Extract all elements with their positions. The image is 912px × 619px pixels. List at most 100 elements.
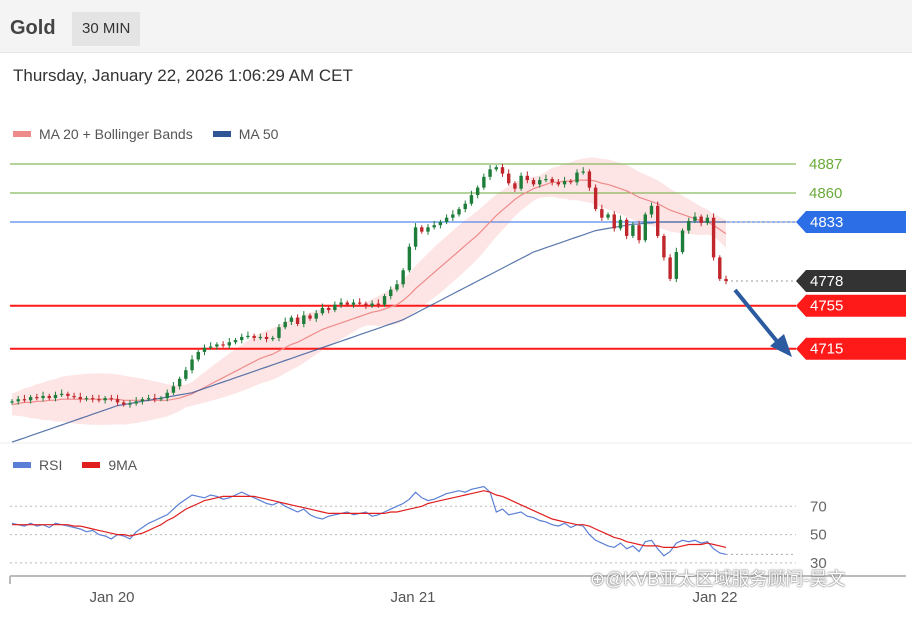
level-tag-4833 <box>796 210 906 233</box>
candle-body <box>376 303 381 305</box>
candle-body <box>438 221 443 226</box>
candle <box>10 399 14 405</box>
candle <box>59 389 64 398</box>
rsi-tick-70: 70 <box>810 498 827 515</box>
candle-body <box>196 351 200 360</box>
candle-body <box>165 392 169 399</box>
candle <box>711 213 716 261</box>
candle-body <box>109 398 114 400</box>
candle-body <box>475 187 480 196</box>
ma20-line <box>11 179 727 406</box>
candle <box>451 210 455 221</box>
candle-body <box>562 181 567 185</box>
candle <box>91 394 95 403</box>
candle <box>426 224 430 235</box>
forecast-arrow-shaft <box>733 288 782 347</box>
rsi-tick-30: 30 <box>810 555 827 572</box>
candle <box>643 212 647 243</box>
candle <box>264 332 269 343</box>
candle-body <box>264 336 269 340</box>
candle <box>351 299 356 308</box>
candle-body <box>575 172 579 183</box>
ma50-swatch <box>212 131 231 137</box>
candle <box>196 349 200 362</box>
chart-datetime: Thursday, January 22, 2026 1:06:29 AM CE… <box>13 66 353 85</box>
candle-body <box>624 219 629 236</box>
candle-body <box>227 342 232 346</box>
timeframe-button[interactable]: 30 MIN <box>72 12 141 46</box>
candle <box>184 366 188 381</box>
x-tick-label: Jan 21 <box>390 589 435 606</box>
candle-body <box>538 180 542 185</box>
candle <box>326 305 331 314</box>
candle-body <box>302 315 306 324</box>
candle <box>469 190 474 206</box>
candle <box>314 310 318 322</box>
candle-body <box>326 307 331 311</box>
candle-body <box>153 398 157 400</box>
candle <box>84 395 89 402</box>
candle <box>28 394 33 404</box>
candle-body <box>333 304 337 311</box>
rsi-swatch <box>13 462 31 468</box>
candle <box>345 300 349 307</box>
candle <box>587 169 592 191</box>
candle-body <box>600 209 604 218</box>
candle <box>357 298 362 306</box>
candle-body <box>140 399 145 402</box>
candle-body <box>705 217 710 224</box>
candle-body <box>444 217 449 222</box>
candle <box>699 214 703 227</box>
candle <box>649 202 654 218</box>
candle <box>221 341 225 348</box>
candle-body <box>59 393 64 396</box>
candle-body <box>240 336 244 341</box>
candle <box>407 243 412 273</box>
candle-body <box>177 378 182 387</box>
candle <box>122 400 126 407</box>
candle-body <box>587 171 592 188</box>
rsi-series-rsi <box>11 485 727 557</box>
candle <box>165 389 169 402</box>
level-label-4778: 4778 <box>810 273 843 290</box>
candle <box>140 397 145 405</box>
candle <box>457 206 461 217</box>
candle <box>295 314 300 327</box>
candle-body <box>531 180 536 185</box>
candle-body <box>314 313 318 319</box>
candle <box>271 335 275 342</box>
main-legend: MA 20 + Bollinger Bands MA 50 <box>13 126 278 142</box>
candle-body <box>494 167 498 170</box>
ma20-swatch <box>13 131 31 137</box>
candle-body <box>91 398 95 400</box>
candle-body <box>10 401 14 403</box>
candle-body <box>382 296 387 305</box>
candle <box>78 392 82 403</box>
candle <box>376 299 381 308</box>
candle-body <box>674 252 679 279</box>
legend-ma20-label: MA 20 + Bollinger Bands <box>39 126 193 142</box>
candle-body <box>482 176 486 188</box>
candle-body <box>66 393 70 396</box>
candle <box>302 311 306 328</box>
candle-body <box>649 205 654 215</box>
candle-body <box>16 399 20 402</box>
candle <box>35 393 39 401</box>
level-tag-4715 <box>796 337 906 360</box>
candle-body <box>711 217 716 258</box>
candle <box>413 223 418 250</box>
candle-body <box>699 216 703 224</box>
candle-body <box>47 395 51 399</box>
candle <box>618 215 623 231</box>
candle-body <box>258 336 263 339</box>
candle-body <box>97 399 101 401</box>
candle <box>72 392 76 400</box>
candle-body <box>308 315 312 319</box>
candle-body <box>271 337 275 340</box>
candle-body <box>122 402 126 405</box>
candle-body <box>215 344 219 347</box>
candle <box>134 397 138 406</box>
candle <box>581 167 585 175</box>
candle <box>500 163 505 177</box>
